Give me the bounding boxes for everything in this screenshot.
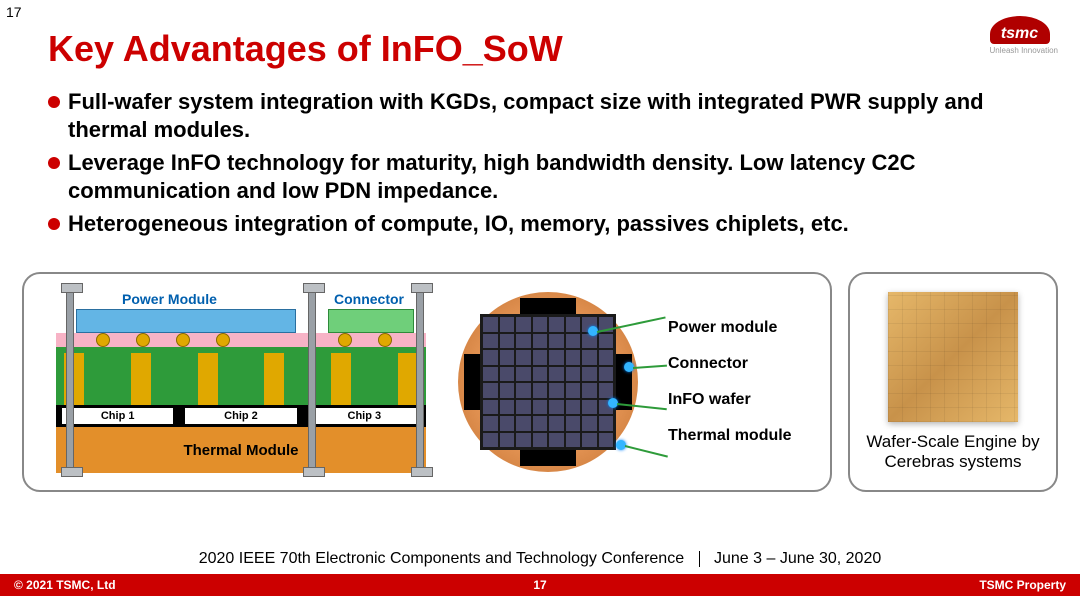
bullet-list: Full-wafer system integration with KGDs,… — [48, 88, 1040, 244]
wafer-label: Connector — [668, 355, 792, 373]
chip-block: Chip 1 — [62, 408, 173, 424]
conference-line: 2020 IEEE 70th Electronic Components and… — [0, 550, 1080, 568]
bullet-item: Full-wafer system integration with KGDs,… — [48, 88, 1040, 143]
bullet-text: Heterogeneous integration of compute, IO… — [68, 210, 849, 238]
connector-tab-icon — [520, 298, 576, 314]
wafer-top-view: Power module Connector InFO wafer Therma… — [458, 287, 808, 477]
footer-center: 17 — [533, 578, 546, 592]
footer-right: TSMC Property — [979, 578, 1066, 592]
left-panel: Thermal Module Chip 1 Chip 2 Chip 3 — [22, 272, 832, 492]
wafer-label: Power module — [668, 319, 792, 337]
bullet-dot-icon — [48, 157, 60, 169]
wafer-disc — [458, 292, 638, 472]
footer-band: © 2021 TSMC, Ltd 17 TSMC Property — [0, 574, 1080, 596]
cross-section-diagram: Thermal Module Chip 1 Chip 2 Chip 3 — [38, 287, 444, 477]
power-module-block — [76, 309, 296, 333]
connector-tab-icon — [464, 354, 480, 410]
chip-block: Chip 2 — [185, 408, 296, 424]
bullet-dot-icon — [48, 96, 60, 108]
wse-caption: Wafer-Scale Engine by Cerebras systems — [864, 432, 1042, 472]
logo-tagline: Unleash Innovation — [990, 46, 1059, 55]
figure-row: Thermal Module Chip 1 Chip 2 Chip 3 — [22, 272, 1058, 492]
wse-chip-image — [888, 292, 1018, 422]
bolt-icon — [416, 287, 424, 475]
bullet-item: Heterogeneous integration of compute, IO… — [48, 210, 1040, 238]
bullet-dot-icon — [48, 218, 60, 230]
page-number-top: 17 — [6, 4, 22, 20]
leader-line — [625, 445, 668, 458]
chip-row: Chip 1 Chip 2 Chip 3 — [56, 405, 426, 427]
bullet-text: Full-wafer system integration with KGDs,… — [68, 88, 1040, 143]
label-power-module: Power Module — [122, 291, 217, 307]
connector-block — [328, 309, 414, 333]
bolt-icon — [308, 287, 316, 475]
solder-balls — [96, 333, 230, 347]
logo-text: tsmc — [1001, 25, 1038, 43]
conference-name: 2020 IEEE 70th Electronic Components and… — [199, 550, 684, 567]
thermal-module-block: Thermal Module — [56, 427, 426, 473]
wafer-label-list: Power module Connector InFO wafer Therma… — [668, 319, 792, 445]
conference-dates: June 3 – June 30, 2020 — [714, 550, 881, 567]
slide-title: Key Advantages of InFO_SoW — [48, 28, 563, 70]
bullet-text: Leverage InFO technology for maturity, h… — [68, 149, 1040, 204]
rdl-block — [56, 347, 426, 405]
logo-mark: tsmc — [990, 16, 1050, 44]
footer-left: © 2021 TSMC, Ltd — [14, 578, 116, 592]
wafer-label: InFO wafer — [668, 391, 792, 409]
bullet-item: Leverage InFO technology for maturity, h… — [48, 149, 1040, 204]
solder-balls — [338, 333, 392, 347]
right-panel: Wafer-Scale Engine by Cerebras systems — [848, 272, 1058, 492]
wafer-label: Thermal module — [668, 427, 792, 445]
bolt-icon — [66, 287, 74, 475]
leader-line — [633, 365, 667, 369]
separator-icon — [699, 551, 700, 567]
label-connector: Connector — [334, 291, 404, 307]
chip-block: Chip 3 — [309, 408, 420, 424]
tsmc-logo: tsmc Unleash Innovation — [990, 16, 1059, 55]
connector-tab-icon — [520, 450, 576, 466]
